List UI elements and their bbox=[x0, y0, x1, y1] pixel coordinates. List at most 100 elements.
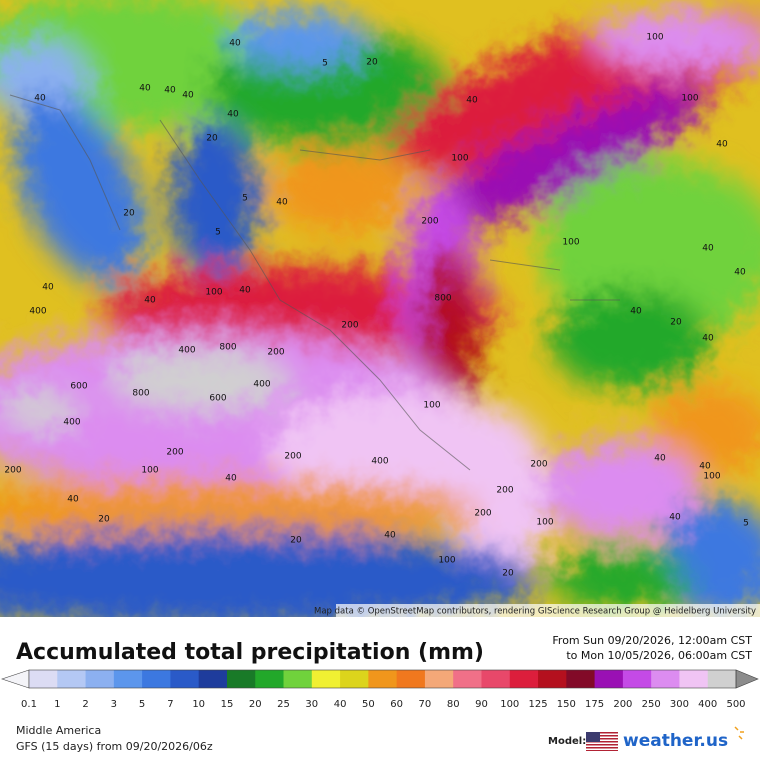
legend-label: 7 bbox=[167, 699, 173, 710]
contour-label: 200 bbox=[496, 486, 513, 496]
contour-label: 100 bbox=[423, 401, 440, 411]
contour-label: 40 bbox=[702, 334, 714, 344]
legend-bin bbox=[85, 670, 115, 688]
legend-frame bbox=[28, 669, 737, 689]
legend-label: 3 bbox=[111, 699, 117, 710]
contour-label: 100 bbox=[681, 94, 698, 104]
contour-label: 40 bbox=[227, 110, 239, 120]
legend-label: 150 bbox=[557, 699, 576, 710]
logo: weather.us bbox=[623, 731, 728, 751]
legend-label: 50 bbox=[362, 699, 375, 710]
logo-sun bbox=[734, 726, 744, 740]
legend-bin bbox=[622, 670, 652, 688]
contour-label: 40 bbox=[239, 286, 251, 296]
contour-label: 200 bbox=[474, 509, 491, 519]
contour-label: 600 bbox=[70, 382, 87, 392]
contour-label: 40 bbox=[42, 283, 54, 293]
legend-bin bbox=[340, 670, 369, 688]
contour-label: 100 bbox=[205, 288, 222, 298]
contour-label: 400 bbox=[63, 418, 80, 428]
contour-label: 100 bbox=[703, 472, 720, 482]
legend-under bbox=[1, 669, 30, 689]
legend-label: 125 bbox=[528, 699, 547, 710]
legend-bin bbox=[57, 670, 87, 688]
contour-label: 400 bbox=[371, 457, 388, 467]
model-label: Model: bbox=[548, 736, 586, 747]
contour-label: 200 bbox=[166, 448, 183, 458]
contour-label: 40 bbox=[182, 91, 194, 101]
contour-label: 40 bbox=[734, 268, 746, 278]
legend-bin bbox=[368, 670, 398, 688]
legend: 0.1 1 2 3 5 7 10 15 20 25 30 40 50 60 70 80 90 100 125 150 1… bbox=[1, 669, 759, 710]
legend-bin bbox=[142, 670, 171, 688]
attribution: Map data © OpenStreetMap contributors, r… bbox=[314, 607, 756, 617]
contour-label: 40 bbox=[164, 86, 176, 96]
contour-label: 20 bbox=[206, 134, 218, 144]
contour-label: 400 bbox=[253, 380, 270, 390]
contour-label: 40 bbox=[702, 244, 714, 254]
legend-label: 1 bbox=[54, 699, 60, 710]
legend-label: 20 bbox=[249, 699, 262, 710]
legend-bin bbox=[255, 670, 285, 688]
date-from: From Sun 09/20/2026, 12:00am CST bbox=[552, 634, 752, 647]
legend-label: 30 bbox=[305, 699, 318, 710]
legend-label: 25 bbox=[277, 699, 290, 710]
contour-label: 5 bbox=[215, 228, 221, 238]
legend-bin bbox=[679, 670, 709, 688]
contour-label: 100 bbox=[562, 238, 579, 248]
legend-label: 40 bbox=[334, 699, 347, 710]
contour-label: 100 bbox=[451, 154, 468, 164]
legend-label: 250 bbox=[642, 699, 661, 710]
contour-label: 100 bbox=[646, 33, 663, 43]
contour-label: 100 bbox=[141, 466, 158, 476]
legend-bin bbox=[283, 670, 313, 688]
legend-over bbox=[735, 669, 759, 689]
contour-label: 800 bbox=[132, 389, 149, 399]
contour-label: 400 bbox=[178, 346, 195, 356]
legend-label: 70 bbox=[419, 699, 432, 710]
contour-label: 200 bbox=[4, 466, 21, 476]
legend-label: 300 bbox=[670, 699, 689, 710]
contour-label: 40 bbox=[699, 462, 711, 472]
contour-label: 800 bbox=[219, 343, 236, 353]
contour-label: 40 bbox=[466, 96, 478, 106]
contour-label: 40 bbox=[225, 474, 237, 484]
contour-label: 40 bbox=[669, 513, 681, 523]
legend-bin bbox=[566, 670, 596, 688]
contour-label: 600 bbox=[209, 394, 226, 404]
legend-label: 90 bbox=[475, 699, 488, 710]
legend-label: 60 bbox=[390, 699, 403, 710]
contour-label: 40 bbox=[654, 454, 666, 464]
contour-label: 5 bbox=[322, 59, 328, 69]
contour-label: 200 bbox=[341, 321, 358, 331]
legend-bin bbox=[707, 670, 737, 688]
legend-label: 80 bbox=[447, 699, 460, 710]
legend-bin bbox=[396, 670, 426, 688]
contour-label: 200 bbox=[284, 452, 301, 462]
region: Middle America bbox=[16, 724, 101, 737]
legend-bin bbox=[651, 670, 680, 688]
legend-label: 5 bbox=[139, 699, 145, 710]
contour-label: 40 bbox=[67, 495, 79, 505]
legend-bin bbox=[113, 670, 143, 688]
legend-label: 200 bbox=[613, 699, 632, 710]
contour-label: 20 bbox=[366, 58, 378, 68]
contour-label: 200 bbox=[421, 217, 438, 227]
legend-label: 2 bbox=[82, 699, 88, 710]
contour-label: 20 bbox=[670, 318, 682, 328]
contour-label: 100 bbox=[438, 556, 455, 566]
contour-label: 100 bbox=[536, 518, 553, 528]
contour-label: 40 bbox=[144, 296, 156, 306]
contour-label: 40 bbox=[139, 84, 151, 94]
legend-bin bbox=[538, 670, 567, 688]
contour-label: 20 bbox=[123, 209, 135, 219]
contour-label: 200 bbox=[530, 460, 547, 470]
contour-label: 40 bbox=[276, 198, 288, 208]
contour-label: 40 bbox=[384, 531, 396, 541]
legend-bin bbox=[226, 670, 256, 688]
contour-label: 5 bbox=[743, 519, 749, 529]
model-run: GFS (15 days) from 09/20/2026/06z bbox=[16, 740, 213, 753]
contour-label: 200 bbox=[267, 348, 284, 358]
